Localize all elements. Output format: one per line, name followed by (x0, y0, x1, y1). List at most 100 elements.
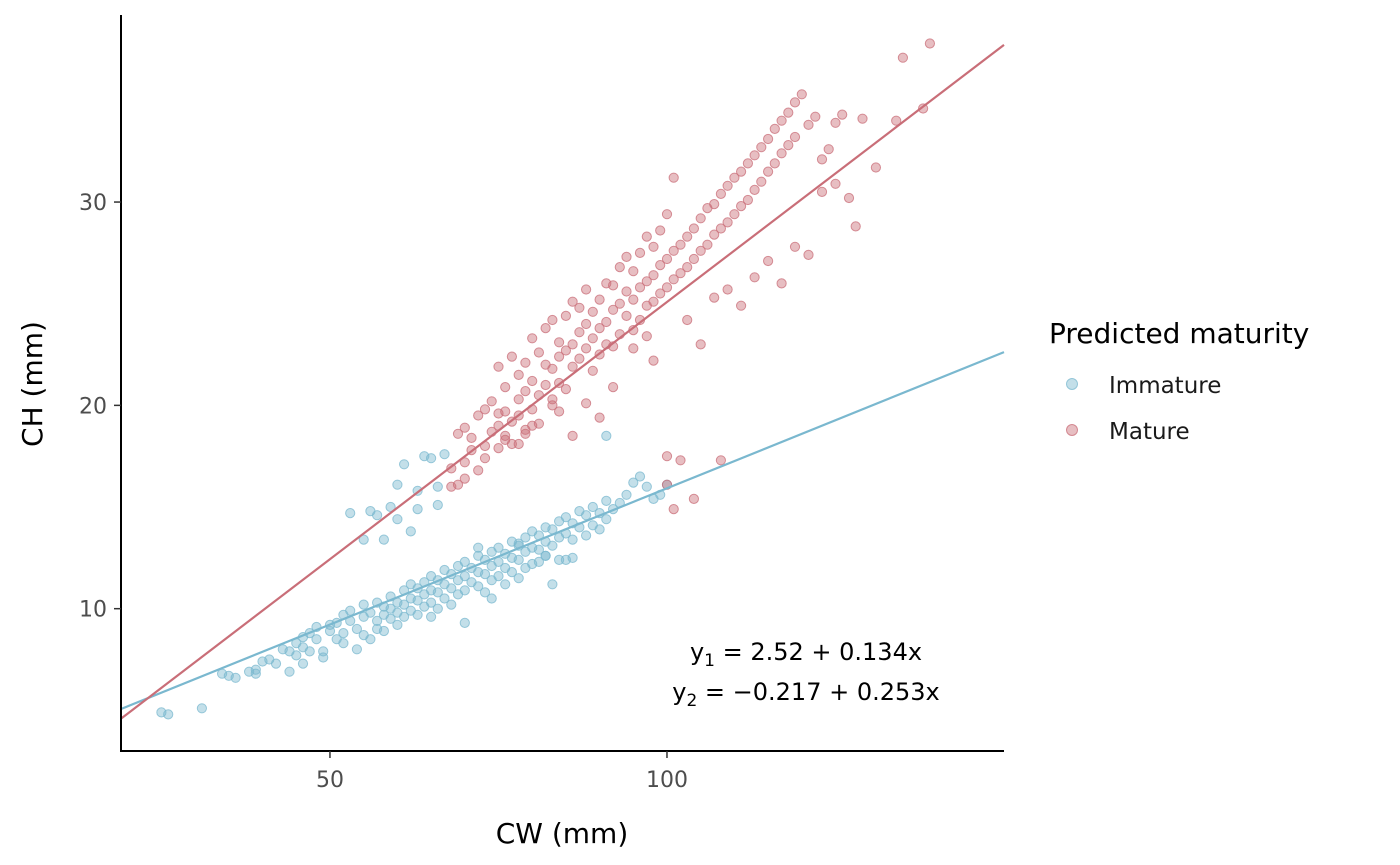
data-point (372, 615, 383, 627)
data-point (688, 223, 700, 234)
data-point (736, 201, 747, 212)
data-point (682, 231, 693, 242)
data-point (493, 361, 504, 372)
data-point (850, 221, 861, 232)
data-point (891, 115, 902, 126)
data-point (567, 339, 578, 350)
data-point (648, 241, 659, 252)
data-point (587, 501, 598, 513)
data-point (392, 514, 403, 525)
data-point (581, 530, 592, 541)
regression-lines (120, 43, 1005, 720)
data-point (722, 284, 733, 295)
data-point (675, 239, 686, 250)
data-point (594, 323, 605, 334)
data-point (459, 556, 470, 568)
data-point (682, 314, 693, 326)
data-point (399, 611, 410, 622)
data-point (648, 296, 659, 307)
data-point (311, 634, 322, 645)
data-point (621, 251, 632, 262)
data-point (729, 172, 740, 183)
data-point (608, 382, 619, 393)
data-point (641, 231, 652, 242)
data-point (405, 526, 416, 537)
data-point (459, 585, 470, 596)
data-point (668, 172, 679, 183)
data-point (581, 318, 592, 330)
data-point (547, 314, 558, 326)
data-point (789, 131, 801, 143)
data-point (621, 310, 632, 321)
data-point (830, 178, 841, 189)
data-point (486, 396, 497, 407)
data-point (432, 499, 443, 511)
data-point (803, 249, 814, 260)
data-point (446, 599, 457, 610)
data-point (533, 544, 545, 555)
data-point (776, 115, 787, 126)
data-point (567, 296, 578, 307)
data-point (392, 479, 403, 490)
data-point (439, 593, 450, 604)
data-point (351, 623, 362, 635)
data-point (682, 262, 693, 273)
data-point (500, 579, 511, 590)
data-point (250, 664, 261, 675)
data-point (459, 457, 470, 468)
data-point (554, 351, 565, 362)
data-point (318, 652, 329, 663)
data-point (601, 495, 612, 506)
data-point (378, 625, 389, 637)
data-point (567, 534, 578, 545)
regression-equations: y1 = 2.52 + 0.134x y2 = −0.217 + 0.253x (672, 638, 940, 711)
data-point (769, 123, 780, 134)
data-point (870, 162, 882, 173)
x-tick-label: 50 (316, 768, 344, 793)
data-point (655, 260, 666, 271)
data-point (789, 241, 801, 252)
data-point (715, 188, 727, 199)
data-point (560, 512, 572, 523)
data-point (412, 504, 423, 515)
data-point (587, 333, 598, 344)
data-point (581, 510, 592, 521)
data-point (634, 282, 646, 293)
data-point (513, 438, 524, 450)
data-point (661, 282, 673, 293)
data-point (426, 597, 437, 608)
fit-line-immature (120, 351, 1005, 711)
series-mature (446, 38, 936, 515)
data-point (749, 150, 760, 161)
data-point (567, 430, 578, 441)
y-axis-title: CH (mm) (16, 321, 49, 447)
data-point (897, 52, 909, 63)
data-point (715, 223, 727, 234)
data-point (749, 184, 760, 195)
data-point (837, 109, 848, 120)
data-point (763, 166, 774, 177)
data-point (601, 316, 612, 328)
data-point (621, 489, 632, 500)
data-point (372, 510, 383, 521)
data-point (628, 343, 639, 354)
data-point (763, 255, 774, 267)
data-point (581, 398, 592, 409)
data-point (789, 97, 801, 108)
data-point (722, 217, 733, 228)
data-point (655, 288, 666, 299)
data-point (459, 422, 470, 433)
data-point (816, 154, 828, 165)
data-point (641, 276, 652, 287)
data-point (513, 573, 524, 584)
data-point (284, 666, 295, 677)
data-point (412, 609, 423, 620)
data-point (479, 453, 491, 464)
data-point (520, 357, 531, 368)
data-point (918, 103, 929, 114)
data-point (527, 375, 538, 387)
fit-line-mature (120, 43, 1005, 720)
data-point (722, 180, 733, 191)
data-point (432, 587, 443, 598)
